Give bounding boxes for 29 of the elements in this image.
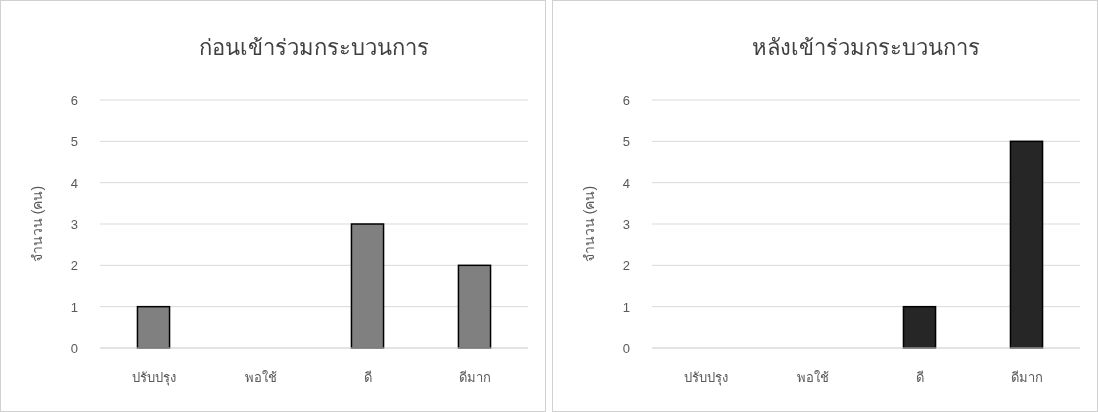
y-tick-label: 5 — [622, 134, 630, 150]
y-tick-label: 1 — [622, 299, 630, 315]
y-axis-title: จำนวน (คน) — [581, 185, 597, 263]
bar — [457, 264, 492, 349]
y-tick-label: 3 — [622, 217, 630, 232]
y-tick-label: 0 — [70, 341, 78, 356]
y-tick-label: 0 — [622, 341, 630, 356]
bar — [136, 305, 171, 349]
x-tick-label: ดีมาก — [1010, 370, 1043, 385]
bar — [350, 223, 385, 349]
x-tick-label: ดี — [363, 370, 372, 385]
y-tick-label: 5 — [70, 134, 78, 150]
x-tick-label: พอใช้ — [244, 370, 277, 385]
x-tick-label: พอใช้ — [796, 370, 829, 385]
x-tick-label: ดี — [915, 370, 924, 385]
y-tick-label: 4 — [70, 175, 78, 191]
y-tick-label: 2 — [622, 258, 630, 274]
x-tick-label: ปรับปรุง — [131, 370, 176, 386]
y-tick-label: 6 — [622, 93, 630, 108]
y-tick-label: 1 — [70, 299, 78, 315]
y-tick-label: 6 — [70, 93, 78, 108]
x-tick-label: ปรับปรุง — [683, 370, 728, 386]
y-tick-label: 2 — [70, 258, 78, 274]
y-tick-label: 3 — [70, 217, 78, 232]
y-tick-label: 4 — [622, 175, 630, 191]
y-axis-title: จำนวน (คน) — [29, 185, 45, 263]
chart-title: ก่อนเข้าร่วมกระบวนการ — [199, 35, 429, 60]
chart-title: หลังเข้าร่วมกระบวนการ — [752, 35, 980, 60]
x-tick-label: ดีมาก — [458, 370, 491, 385]
